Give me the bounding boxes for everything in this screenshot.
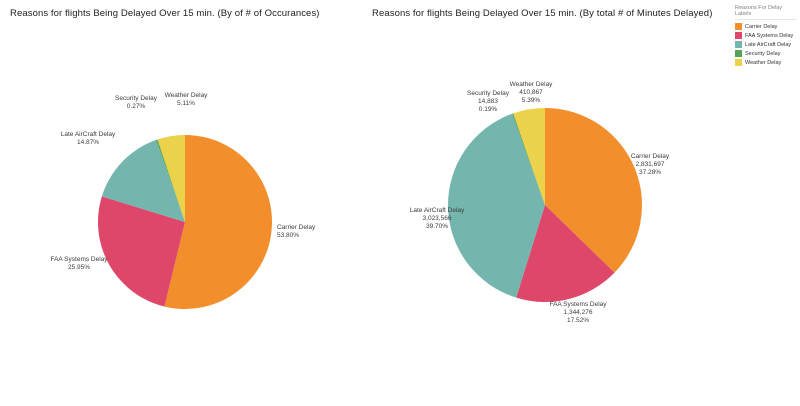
slice-label-security-delay: Security Delay 0.27% bbox=[115, 95, 158, 110]
legend-item-label: Weather Delay bbox=[745, 59, 782, 66]
legend-item-late-aircraft-delay[interactable]: Late AirCraft Delay bbox=[735, 41, 797, 48]
slice-label-faa-systems-delay: FAA Systems Delay 25.95% bbox=[50, 256, 108, 271]
legend-item-label: Carrier Delay bbox=[745, 23, 778, 30]
legend-swatch-icon bbox=[735, 32, 742, 39]
legend-swatch-icon bbox=[735, 23, 742, 30]
pie-slice-security-delay[interactable] bbox=[512, 113, 545, 205]
slice-label-weather-delay: Weather Delay 5.11% bbox=[165, 92, 209, 107]
pie-slice-late-aircraft-delay[interactable] bbox=[447, 113, 545, 298]
slice-label-security-delay: Security Delay 14,883 0.19% bbox=[467, 90, 510, 113]
pie-slice-carrier-delay[interactable] bbox=[545, 108, 642, 273]
legend-item-faa-systems-delay[interactable]: FAA Systems Delay bbox=[735, 32, 797, 39]
legend-item-label: FAA Systems Delay bbox=[745, 32, 794, 39]
slice-label-late-aircraft-delay: Late AirCraft Delay 3,023,566 39.70% bbox=[410, 207, 465, 230]
legend: Reasons For Delay Labels Carrier Delay FA… bbox=[735, 5, 797, 68]
slice-label-carrier-delay: Carrier Delay 2,831,697 37.28% bbox=[631, 153, 670, 176]
legend-item-carrier-delay[interactable]: Carrier Delay bbox=[735, 23, 797, 30]
pie-slice-faa-systems-delay[interactable] bbox=[516, 205, 615, 302]
pie-slice-faa-systems-delay[interactable] bbox=[98, 196, 185, 307]
legend-item-label: Security Delay bbox=[745, 50, 781, 57]
legend-swatch-icon bbox=[735, 41, 742, 48]
legend-swatch-icon bbox=[735, 50, 742, 57]
legend-item-label: Late AirCraft Delay bbox=[745, 41, 792, 48]
slice-label-weather-delay: Weather Delay 410,867 5.39% bbox=[510, 81, 554, 104]
right-chart-title: Reasons for flights Being Delayed Over 1… bbox=[372, 8, 713, 19]
left-chart-title: Reasons for flights Being Delayed Over 1… bbox=[10, 8, 320, 19]
pie-slice-security-delay[interactable] bbox=[156, 139, 185, 222]
pie-slice-weather-delay[interactable] bbox=[157, 135, 185, 222]
legend-title: Reasons For Delay Labels bbox=[735, 5, 797, 20]
slice-label-late-aircraft-delay: Late AirCraft Delay 14.87% bbox=[61, 131, 116, 146]
slice-label-carrier-delay: Carrier Delay 53.80% bbox=[277, 224, 316, 239]
pie-slice-late-aircraft-delay[interactable] bbox=[101, 139, 185, 222]
legend-item-weather-delay[interactable]: Weather Delay bbox=[735, 59, 797, 66]
slice-label-faa-systems-delay: FAA Systems Delay 1,344,276 17.52% bbox=[549, 301, 607, 324]
legend-items: Carrier Delay FAA Systems Delay Late AirCr… bbox=[735, 23, 797, 66]
pie-slice-carrier-delay[interactable] bbox=[164, 135, 273, 309]
pie-slice-weather-delay[interactable] bbox=[513, 108, 545, 205]
legend-item-security-delay[interactable]: Security Delay bbox=[735, 50, 797, 57]
legend-swatch-icon bbox=[735, 59, 742, 66]
